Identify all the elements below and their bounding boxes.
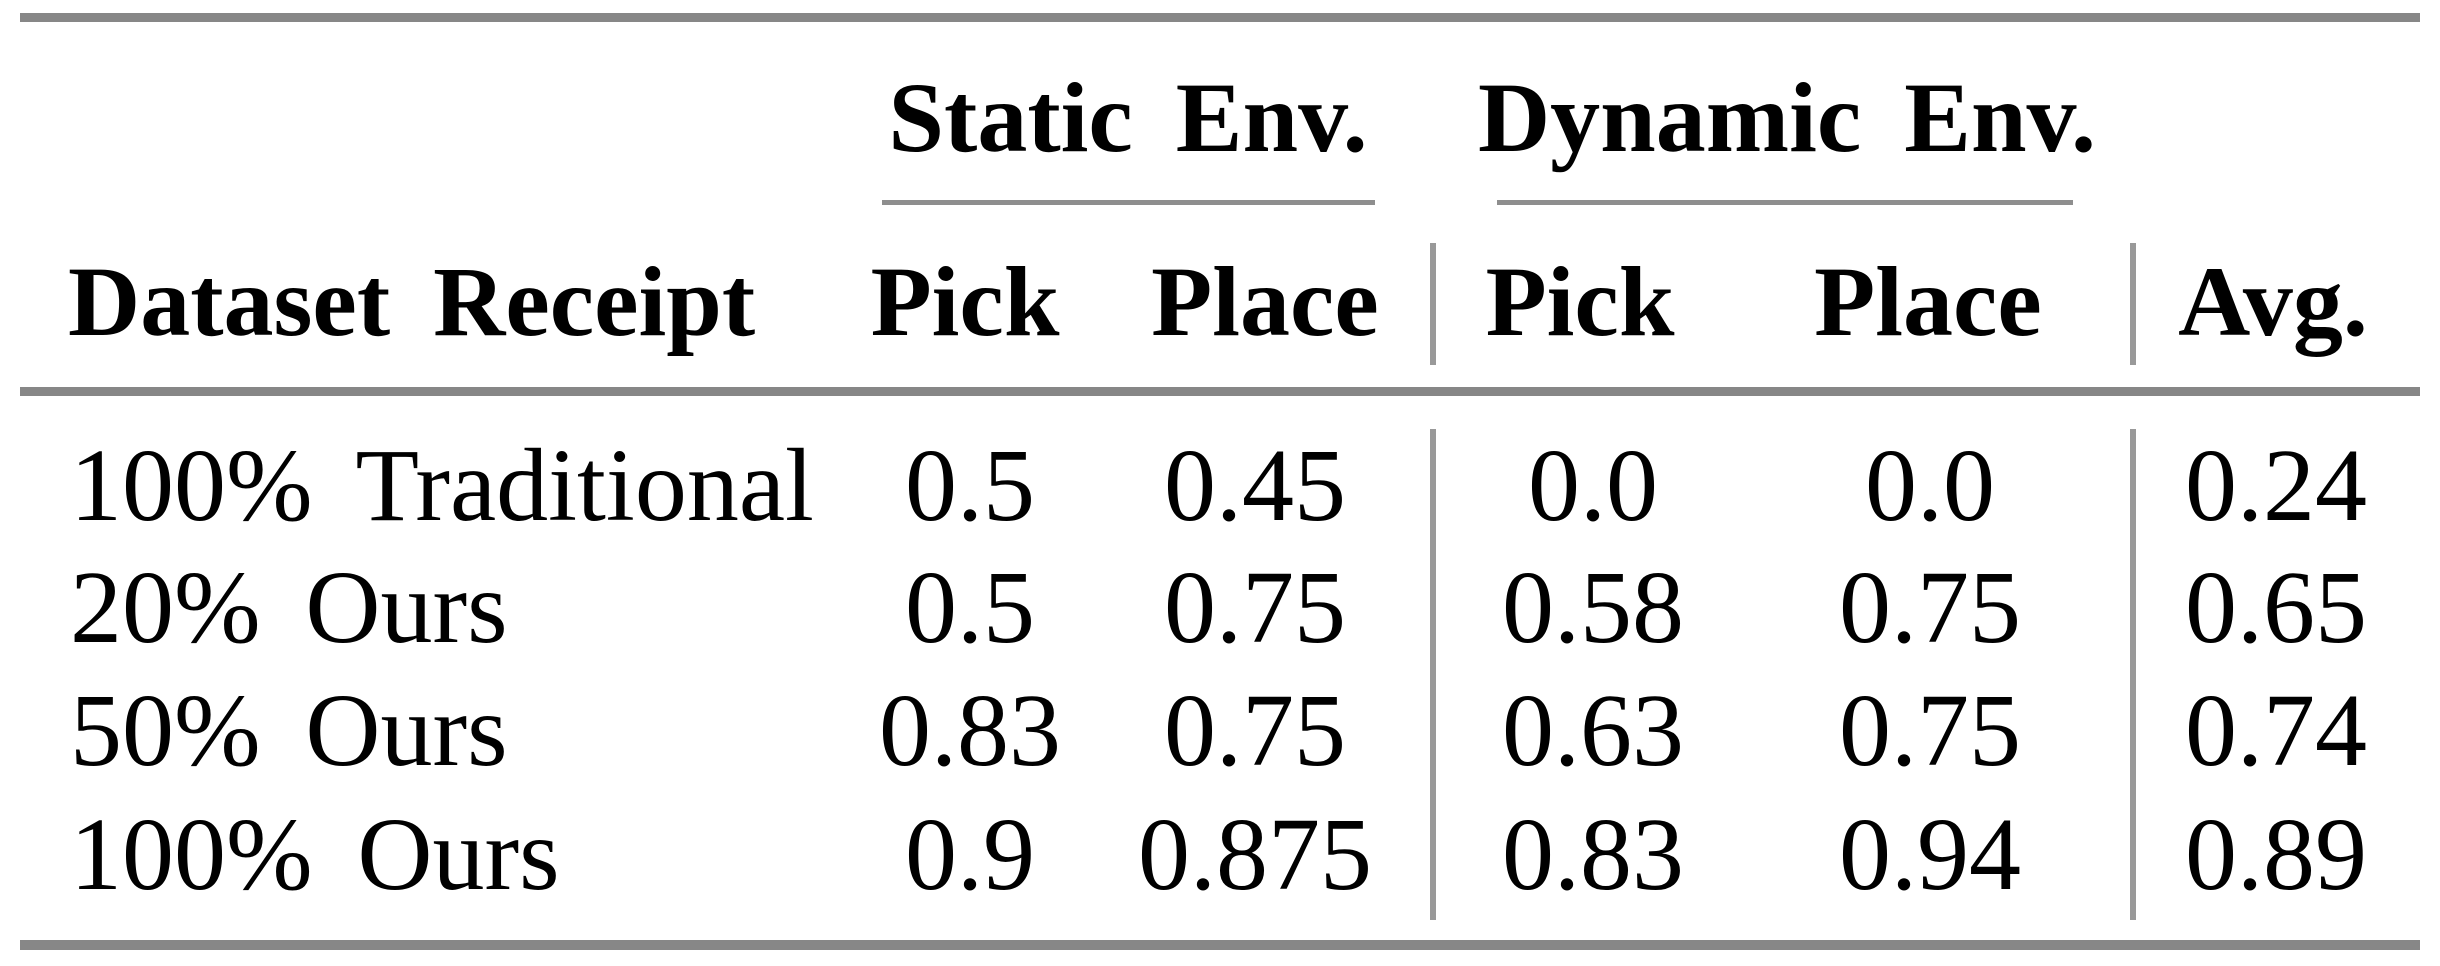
cell-static-pick: 0.83 bbox=[879, 673, 1061, 788]
table-header-rule bbox=[20, 387, 2420, 396]
cell-avg: 0.74 bbox=[2185, 673, 2367, 788]
cell-dynamic-place: 0.75 bbox=[1839, 550, 2021, 665]
table-bottom-rule bbox=[20, 940, 2420, 950]
cell-dynamic-place: 0.94 bbox=[1839, 797, 2021, 912]
col-header-static-pick: Pick bbox=[870, 246, 1060, 357]
static-env-underline-rule bbox=[882, 200, 1375, 205]
col-header-dataset-receipt: Dataset Receipt bbox=[68, 246, 756, 357]
cell-static-place: 0.75 bbox=[1164, 550, 1346, 665]
col-header-dynamic-pick: Pick bbox=[1485, 246, 1675, 357]
cell-dynamic-pick: 0.83 bbox=[1502, 797, 1684, 912]
cell-static-pick: 0.5 bbox=[905, 428, 1035, 543]
body-divider-avg bbox=[2130, 429, 2136, 920]
col-header-avg: Avg. bbox=[2178, 246, 2368, 357]
cell-dynamic-place: 0.75 bbox=[1839, 673, 2021, 788]
cell-avg: 0.24 bbox=[2185, 428, 2367, 543]
row-label: 100% Traditional bbox=[70, 428, 814, 543]
cell-dynamic-pick: 0.58 bbox=[1502, 550, 1684, 665]
cell-dynamic-pick: 0.0 bbox=[1528, 428, 1658, 543]
col-header-dynamic-place: Place bbox=[1814, 246, 2042, 357]
group-header-static-env: Static Env. bbox=[888, 62, 1368, 173]
cell-dynamic-pick: 0.63 bbox=[1502, 673, 1684, 788]
cell-static-place: 0.45 bbox=[1164, 428, 1346, 543]
cell-static-place: 0.75 bbox=[1164, 673, 1346, 788]
row-label: 50% Ours bbox=[70, 673, 508, 788]
cell-avg: 0.89 bbox=[2185, 797, 2367, 912]
table-top-rule bbox=[20, 13, 2420, 22]
group-header-dynamic-env: Dynamic Env. bbox=[1477, 62, 2097, 173]
cell-static-pick: 0.5 bbox=[905, 550, 1035, 665]
row-label: 20% Ours bbox=[70, 550, 508, 665]
header-divider-avg bbox=[2130, 243, 2136, 365]
row-label: 100% Ours bbox=[70, 797, 560, 912]
dynamic-env-underline-rule bbox=[1497, 200, 2073, 205]
header-divider-static-dynamic bbox=[1430, 243, 1436, 365]
body-divider-static-dynamic bbox=[1430, 429, 1436, 920]
cell-static-pick: 0.9 bbox=[905, 797, 1035, 912]
col-header-static-place: Place bbox=[1151, 246, 1379, 357]
cell-static-place: 0.875 bbox=[1138, 797, 1372, 912]
cell-dynamic-place: 0.0 bbox=[1865, 428, 1995, 543]
cell-avg: 0.65 bbox=[2185, 550, 2367, 665]
